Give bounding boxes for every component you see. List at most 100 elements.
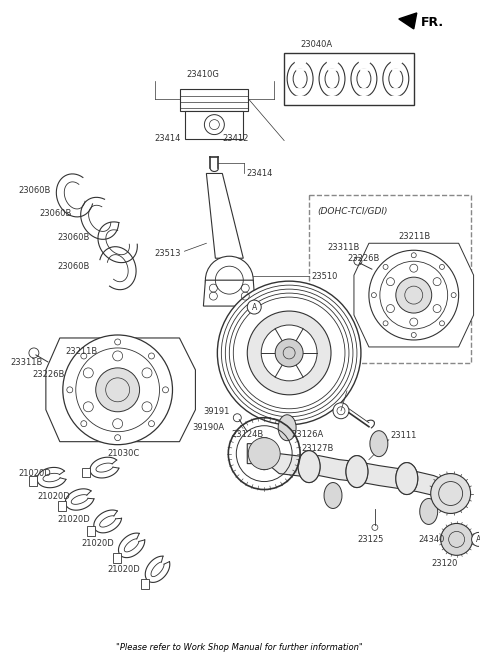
Circle shape [142,368,152,378]
Ellipse shape [420,498,438,524]
Text: 21020D: 21020D [18,469,51,478]
Text: 23120: 23120 [432,559,458,568]
Polygon shape [46,338,195,442]
Ellipse shape [440,475,462,506]
Circle shape [396,277,432,313]
Text: 23211B: 23211B [66,348,98,356]
Text: 23060B: 23060B [40,209,72,218]
FancyBboxPatch shape [83,467,90,477]
Text: 23311B: 23311B [327,243,360,252]
FancyBboxPatch shape [185,111,243,138]
Polygon shape [145,556,170,583]
Circle shape [248,438,280,469]
Text: "Please refer to Work Shop Manual for further information": "Please refer to Work Shop Manual for fu… [116,643,363,651]
Circle shape [84,402,93,412]
Circle shape [411,332,416,338]
Text: 21020D: 21020D [38,492,71,501]
Ellipse shape [346,455,368,487]
Circle shape [81,353,87,359]
Text: 23127B: 23127B [301,444,334,453]
Polygon shape [100,247,136,290]
Text: 23510: 23510 [311,271,337,281]
Text: 23414: 23414 [246,169,273,178]
Polygon shape [98,222,137,263]
Ellipse shape [298,451,320,483]
Text: 23226B: 23226B [347,254,379,263]
FancyBboxPatch shape [142,579,149,589]
Circle shape [440,264,444,269]
Text: (DOHC-TCI/GDI): (DOHC-TCI/GDI) [317,207,387,216]
FancyBboxPatch shape [180,89,248,111]
Polygon shape [56,174,93,217]
Ellipse shape [370,431,388,457]
FancyBboxPatch shape [58,501,66,511]
Text: 21020D: 21020D [58,515,91,524]
Polygon shape [94,510,121,533]
Ellipse shape [278,415,296,441]
Circle shape [471,532,480,546]
Text: A: A [476,535,480,544]
Circle shape [383,264,388,269]
Ellipse shape [396,463,418,495]
FancyBboxPatch shape [284,53,414,105]
Polygon shape [247,444,458,510]
Text: 23414: 23414 [154,134,180,143]
Polygon shape [65,489,94,510]
Circle shape [205,256,253,304]
Ellipse shape [324,483,342,508]
Polygon shape [90,457,119,478]
Circle shape [115,339,120,345]
Text: 23060B: 23060B [58,233,90,242]
Circle shape [410,318,418,326]
Circle shape [372,293,376,298]
Circle shape [247,300,261,314]
Circle shape [148,353,155,359]
Circle shape [96,368,140,412]
Text: 21020D: 21020D [108,565,141,574]
Ellipse shape [396,463,418,495]
Ellipse shape [346,455,368,487]
Polygon shape [206,173,243,258]
FancyBboxPatch shape [309,195,470,363]
FancyBboxPatch shape [113,553,121,563]
Text: 23060B: 23060B [58,261,90,271]
Polygon shape [119,533,145,557]
Circle shape [81,420,87,426]
Circle shape [63,335,172,445]
Circle shape [163,387,168,393]
Text: 21020D: 21020D [82,539,115,548]
Text: 23126A: 23126A [291,430,324,439]
Circle shape [67,387,73,393]
Text: 23124B: 23124B [231,430,264,439]
Text: 23513: 23513 [155,249,181,258]
Circle shape [217,281,361,425]
Circle shape [386,277,395,285]
Circle shape [247,311,331,395]
Circle shape [451,293,456,298]
Text: 23111: 23111 [391,431,417,440]
Circle shape [84,368,93,378]
Circle shape [386,305,395,312]
Polygon shape [37,467,66,488]
Ellipse shape [253,438,275,469]
Ellipse shape [440,475,462,506]
Circle shape [142,402,152,412]
Polygon shape [81,197,119,239]
Text: 24340: 24340 [419,535,445,544]
Text: 39190A: 39190A [192,423,224,432]
Circle shape [441,524,473,555]
Circle shape [433,277,441,285]
Ellipse shape [253,438,275,469]
Text: FR.: FR. [421,17,444,29]
Circle shape [433,305,441,312]
FancyBboxPatch shape [29,476,37,486]
Circle shape [148,420,155,426]
Circle shape [113,419,122,429]
Polygon shape [354,243,474,347]
Circle shape [113,351,122,361]
FancyBboxPatch shape [87,526,95,536]
Text: 23311B: 23311B [10,358,42,367]
Text: 23040A: 23040A [300,40,332,50]
Polygon shape [204,280,255,306]
Text: 23060B: 23060B [18,186,50,195]
